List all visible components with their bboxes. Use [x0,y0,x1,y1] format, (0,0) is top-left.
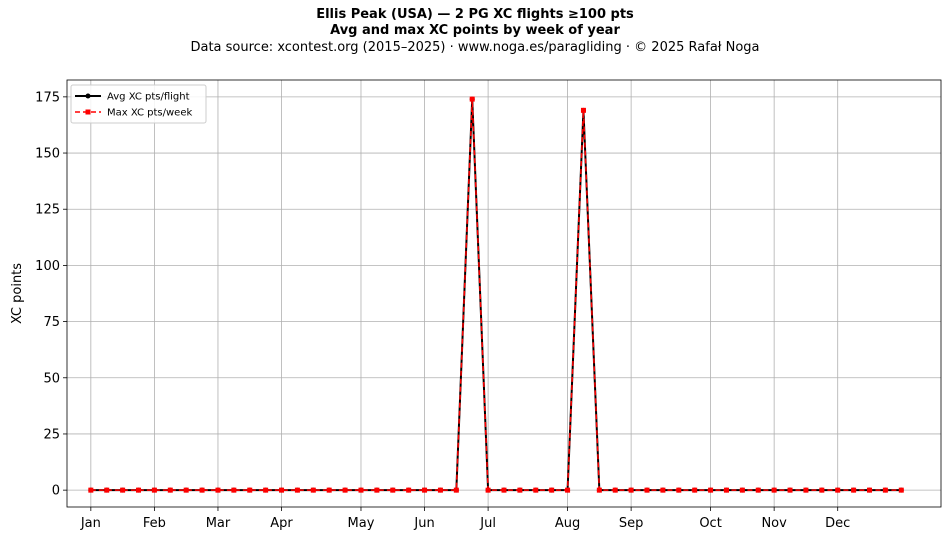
plot-frame [66,79,942,508]
max-data-point [183,487,189,493]
x-tick-label: Sep [619,516,644,531]
max-data-point [898,487,904,493]
max-data-point [612,487,618,493]
max-data-point [247,487,253,493]
max-data-point [739,487,745,493]
axis-layer: 0 25 50 75 100 125 150 175 Jan Feb Mar Apr May Jun Jul… [35,90,850,531]
max-data-point [580,107,586,113]
max-data-point [358,487,364,493]
max-data-point [310,487,316,493]
x-tick-label: Mar [206,516,231,531]
legend-max-label: Max XC pts/week [107,108,192,119]
max-data-point [549,487,555,493]
max-data-point [342,487,348,493]
max-data-point [755,487,761,493]
x-tick-label: Jul [479,516,496,531]
max-data-point [692,487,698,493]
max-data-point [294,487,300,493]
max-data-point [279,487,285,493]
x-tick-label: Aug [555,516,580,531]
max-data-point [136,487,142,493]
x-tick-label: Apr [270,516,293,531]
x-tick-label: Feb [143,516,166,531]
y-axis-label: XC points [10,263,25,324]
x-tick-label: Oct [699,516,721,531]
max-data-point [771,487,777,493]
max-data-point [167,487,173,493]
series-layer [88,96,904,493]
avg-series-line [90,99,902,492]
x-tick-label: Nov [761,516,787,531]
y-tick-label: 50 [43,371,60,386]
max-data-point [199,487,205,493]
max-data-point [120,487,126,493]
max-data-point [263,487,269,493]
chart-subtitle: Avg and max XC points by week of year [330,23,620,38]
max-data-point [390,487,396,493]
title-block: Ellis Peak (USA) — 2 PG XC flights ≥100 … [0,7,950,56]
max-data-point [851,487,857,493]
y-tick-label: 150 [35,147,60,162]
max-data-point [406,487,412,493]
chart-title: Ellis Peak (USA) — 2 PG XC flights ≥100 … [316,7,634,22]
max-data-point [708,487,714,493]
max-data-point [676,487,682,493]
source-note: Data source: xcontest.org (2015–2025) · … [190,40,760,55]
max-data-point [517,487,523,493]
y-tick-label: 75 [43,315,60,330]
max-data-point [628,487,634,493]
max-data-point [231,487,237,493]
max-data-point [215,487,221,493]
x-tick-label: May [348,516,375,531]
grid-layer [67,80,941,507]
y-tick-label: 100 [35,259,60,274]
max-data-point [151,487,157,493]
x-tick-label: Dec [825,516,850,531]
max-data-point [660,487,666,493]
legend-max-marker [85,109,91,115]
max-data-point [723,487,729,493]
legend-box [70,84,207,124]
x-tick-label: Jun [413,516,434,531]
y-tick-label: 175 [35,90,60,105]
max-data-point [88,487,94,493]
max-data-point [326,487,332,493]
max-data-point [644,487,650,493]
y-tick-label: 25 [43,427,60,442]
max-data-point [565,487,571,493]
max-data-point [819,487,825,493]
legend-avg-label: Avg XC pts/flight [107,92,190,103]
max-data-point [469,96,475,102]
max-data-point [787,487,793,493]
y-tick-label: 125 [35,203,60,218]
max-data-point [882,487,888,493]
max-data-point [374,487,380,493]
max-data-point [835,487,841,493]
max-data-point [485,487,491,493]
y-tick-label: 0 [52,484,60,499]
max-data-point [533,487,539,493]
max-data-point [866,487,872,493]
max-series-line [90,99,902,491]
max-data-point [596,487,602,493]
max-data-point [422,487,428,493]
max-data-point [501,487,507,493]
legend-avg-marker [85,93,91,99]
legend: Avg XC pts/flight Max XC pts/week [70,84,207,124]
x-tick-label: Jan [80,516,101,531]
max-data-point [104,487,110,493]
max-data-point [437,487,443,493]
max-data-point [453,487,459,493]
max-data-point [803,487,809,493]
